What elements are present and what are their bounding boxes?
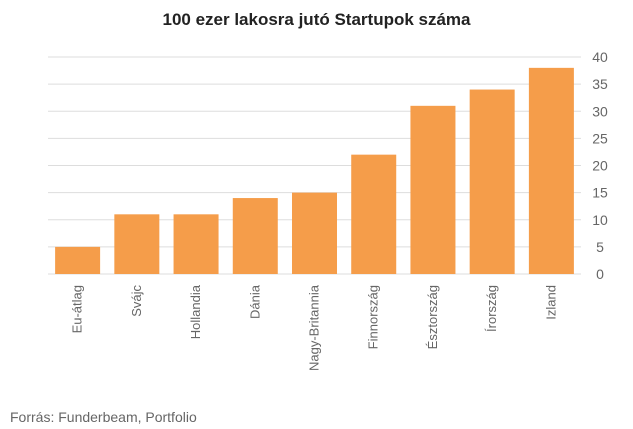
bar — [351, 154, 397, 274]
bar — [173, 214, 219, 274]
y-tick-label: 15 — [592, 185, 608, 201]
y-tick-label: 10 — [592, 212, 608, 228]
bar — [469, 89, 515, 274]
x-tick-label: Svájc — [129, 285, 144, 317]
x-tick-label: Izland — [543, 285, 558, 320]
bar — [55, 246, 101, 274]
y-tick-label: 30 — [592, 103, 608, 119]
bar — [528, 67, 574, 274]
y-tick-label: 20 — [592, 158, 608, 174]
y-tick-label: 40 — [592, 49, 608, 65]
x-tick-label: Dánia — [247, 284, 262, 319]
x-tick-label: Finnország — [366, 285, 381, 349]
x-tick-label: Nagy-Britannia — [307, 284, 322, 371]
bar — [114, 214, 160, 274]
y-tick-label: 0 — [596, 266, 604, 282]
bar — [410, 105, 456, 274]
y-tick-label: 5 — [596, 239, 604, 255]
x-tick-label: Hollandia — [188, 284, 203, 339]
y-tick-label: 25 — [592, 130, 608, 146]
y-tick-label: 35 — [592, 76, 608, 92]
x-tick-label: Eu-átlag — [70, 285, 85, 333]
bar — [292, 192, 337, 274]
bar — [232, 198, 278, 274]
chart-title: 100 ezer lakosra jutó Startupok száma — [162, 10, 471, 29]
source-note: Forrás: Funderbeam, Portfolio — [10, 409, 197, 425]
x-tick-label: Írország — [484, 285, 499, 332]
x-tick-label: Észtország — [425, 285, 440, 349]
